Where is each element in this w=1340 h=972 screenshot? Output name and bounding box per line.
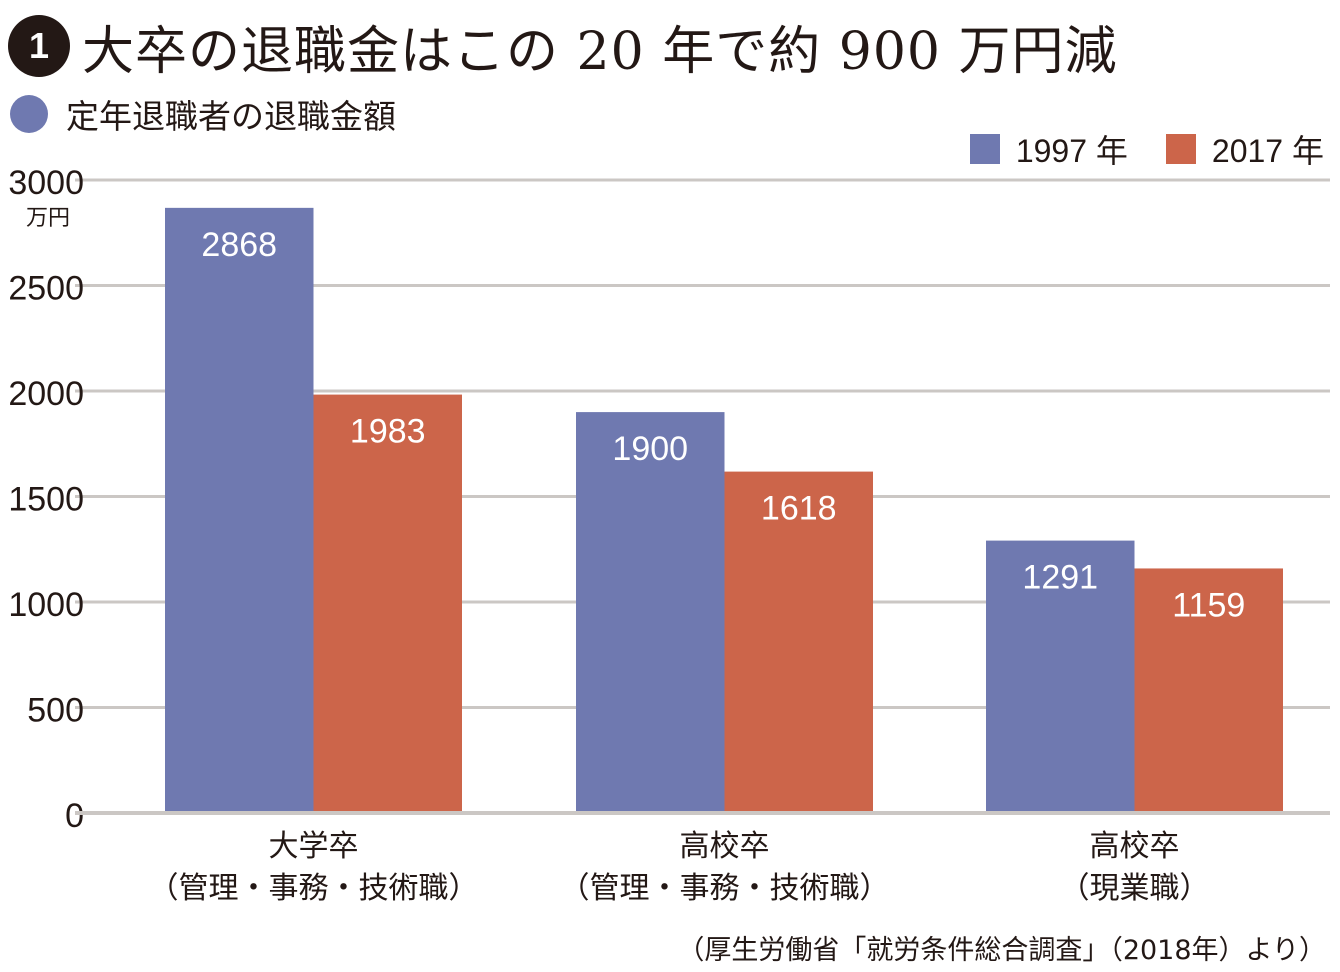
- source-note: （厚生労働省「就労条件総合調査」（2018年）より）: [677, 935, 1326, 966]
- legend-swatch-2017: [1165, 134, 1196, 164]
- bar-2017-cat1: [724, 471, 873, 813]
- legend: 1997 年 2017 年: [932, 126, 1324, 172]
- category-name: 高校卒: [1089, 829, 1180, 864]
- bar-value-label: 1983: [350, 413, 426, 451]
- chart-title: 大卒の退職金はこの 20 年で約 900 万円減: [82, 21, 1118, 82]
- legend-item-2017: 2017 年: [1165, 126, 1324, 172]
- y-tick-label: 1000: [8, 586, 84, 624]
- bar-value-label: 1618: [761, 490, 837, 528]
- chart-title-block: 1 大卒の退職金はこの 20 年で約 900 万円減: [8, 14, 1118, 82]
- legend-label-2017: 2017 年: [1211, 133, 1324, 169]
- bar-1997-cat0: [165, 207, 314, 814]
- x-category-label: 高校卒 （管理・事務・技術職）: [525, 826, 925, 910]
- y-tick-label: 2000: [8, 375, 84, 413]
- figure-number-badge: 1: [8, 15, 70, 77]
- category-detail: （管理・事務・技術職）: [559, 871, 890, 906]
- y-tick-labels: 0 500 1000 1500 2000 2500 3000: [8, 164, 84, 835]
- x-category-label: 高校卒 （現業職）: [935, 826, 1335, 910]
- bar-value-label: 1159: [1172, 586, 1245, 624]
- category-name: 大学卒: [268, 829, 359, 864]
- bar-1997-cat2: [986, 540, 1135, 813]
- chart-subtitle: 定年退職者の退職金額: [66, 97, 396, 136]
- y-tick-label: 500: [27, 692, 84, 730]
- legend-swatch-1997: [969, 134, 1000, 164]
- bar-value-label: 1291: [1022, 559, 1098, 597]
- bar-2017-cat0: [313, 394, 462, 813]
- bar-value-label: 1900: [612, 430, 688, 468]
- y-tick-label: 0: [65, 797, 84, 835]
- category-name: 高校卒: [679, 829, 770, 864]
- category-detail: （管理・事務・技術職）: [148, 871, 479, 906]
- y-tick-label: 3000: [8, 164, 84, 202]
- chart-subtitle-block: 定年退職者の退職金額: [10, 90, 396, 138]
- bar-2017-cat2: [1134, 568, 1283, 813]
- legend-label-1997: 1997 年: [1015, 133, 1128, 169]
- y-tick-label: 1500: [8, 481, 84, 519]
- category-detail: （現業職）: [1059, 871, 1210, 906]
- y-axis-unit: 万円: [26, 206, 70, 231]
- bars: [165, 207, 1283, 814]
- legend-item-1997: 1997 年: [969, 126, 1128, 172]
- y-tick-label: 2500: [8, 270, 84, 308]
- bullet-dot-icon: [10, 95, 48, 133]
- bar-value-label: 2868: [201, 226, 277, 264]
- bar-value-labels: 2868 1900 1291 1983 1618 1159: [201, 226, 1245, 625]
- x-category-label: 大学卒 （管理・事務・技術職）: [114, 826, 514, 910]
- bar-1997-cat1: [576, 412, 725, 813]
